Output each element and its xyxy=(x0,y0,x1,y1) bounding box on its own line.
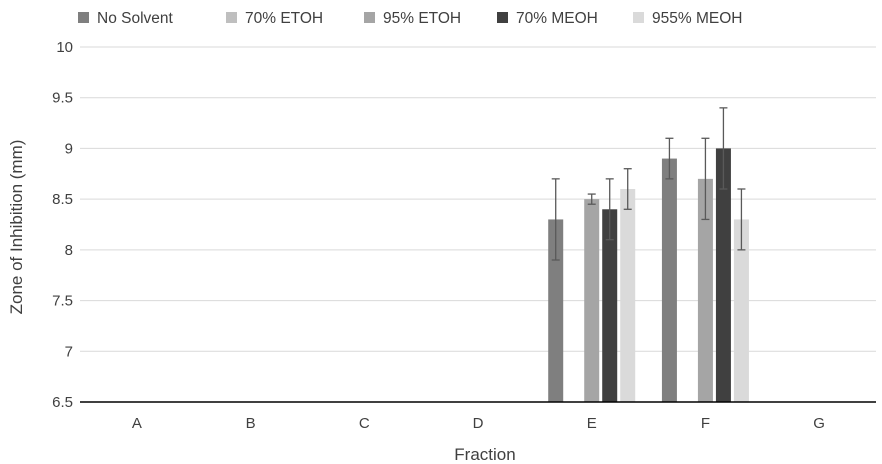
x-tick-label: B xyxy=(246,415,256,432)
legend-swatch xyxy=(226,12,237,23)
y-axis-tick-labels: 6.5 7 7.5 8 8.5 9 9.5 10 xyxy=(52,39,73,411)
x-axis-tick-labels: A B C D E F G xyxy=(132,415,825,432)
x-tick-label: D xyxy=(473,415,484,432)
legend-swatch xyxy=(364,12,375,23)
x-tick-label: F xyxy=(701,415,710,432)
legend-label: 95% ETOH xyxy=(383,10,461,27)
bar xyxy=(602,209,618,402)
x-axis-label: Fraction xyxy=(454,445,515,464)
legend-label: 955% MEOH xyxy=(652,10,742,27)
legend-label: 70% ETOH xyxy=(245,10,323,27)
legend-label: 70% MEOH xyxy=(516,10,598,27)
x-tick-label: C xyxy=(359,415,370,432)
legend: No Solvent 70% ETOH 95% ETOH 70% MEOH 955% M… xyxy=(78,10,742,27)
y-tick-label: 6.5 xyxy=(52,394,73,411)
bar xyxy=(584,199,600,402)
bars xyxy=(548,148,749,402)
legend-label: No Solvent xyxy=(97,10,174,27)
bar xyxy=(620,189,636,402)
y-tick-label: 7.5 xyxy=(52,293,73,310)
bar xyxy=(548,219,564,402)
x-tick-label: E xyxy=(587,415,597,432)
bar xyxy=(697,178,713,402)
y-tick-label: 9 xyxy=(65,140,73,157)
gridlines xyxy=(80,46,876,352)
x-tick-label: A xyxy=(132,415,142,432)
y-axis-label: Zone of Inhibition (mm) xyxy=(7,140,26,315)
y-tick-label: 9.5 xyxy=(52,90,73,107)
bar xyxy=(715,148,731,402)
legend-swatch xyxy=(497,12,508,23)
y-tick-label: 8.5 xyxy=(52,191,73,208)
legend-swatch xyxy=(78,12,89,23)
error-bars xyxy=(551,107,746,261)
y-tick-label: 8 xyxy=(65,242,73,259)
x-tick-label: G xyxy=(813,415,825,432)
y-tick-label: 10 xyxy=(56,39,73,56)
y-tick-label: 7 xyxy=(65,343,73,360)
legend-swatch xyxy=(633,12,644,23)
bar xyxy=(733,219,749,402)
bar xyxy=(661,158,677,402)
